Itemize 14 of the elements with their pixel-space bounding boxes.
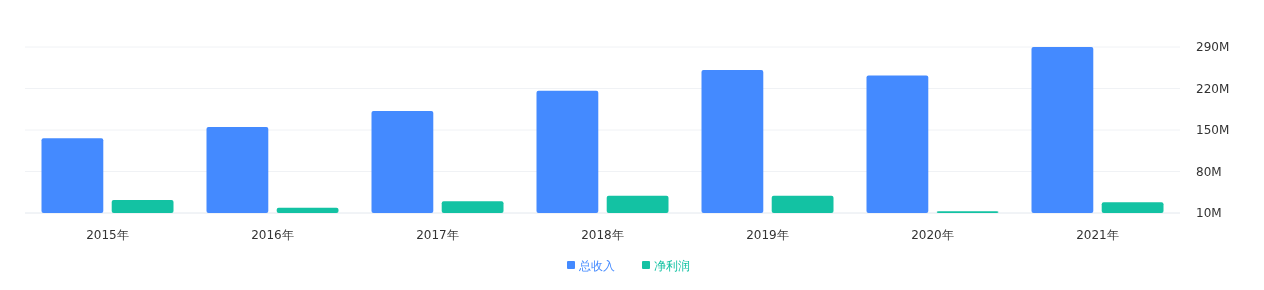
x-tick-label: 2020年 <box>911 228 954 242</box>
y-tick-label: 80M <box>1196 164 1222 179</box>
legend-label: 净利润 <box>654 259 690 274</box>
x-tick-label: 2021年 <box>1076 228 1119 242</box>
x-tick-label: 2016年 <box>251 228 294 242</box>
x-tick-label: 2015年 <box>86 228 129 242</box>
x-tick-label: 2019年 <box>746 228 789 242</box>
legend-label: 总收入 <box>578 259 615 274</box>
y-tick-label: 220M <box>1196 81 1230 96</box>
y-tick-label: 150M <box>1196 123 1230 138</box>
y-tick-label: 290M <box>1196 40 1230 55</box>
y-tick-label: 10M <box>1196 206 1222 221</box>
x-tick-label: 2017年 <box>416 228 459 242</box>
x-tick-label: 2018年 <box>581 228 624 242</box>
